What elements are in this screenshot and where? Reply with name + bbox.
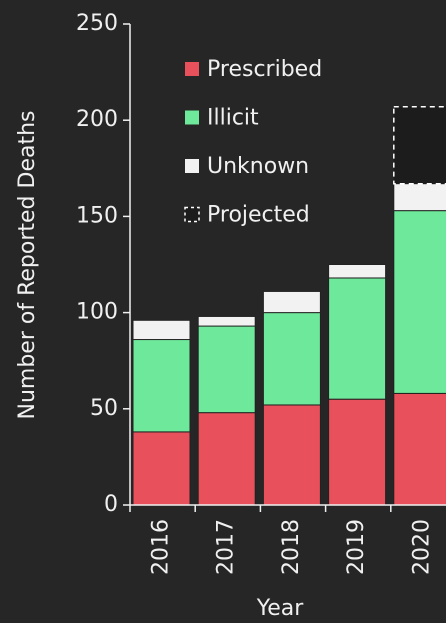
x-tick-label: 2019 [344,519,369,575]
y-tick-label: 100 [76,300,118,325]
legend-label: Prescribed [207,57,322,82]
bar-segment [132,431,191,506]
y-tick-label: 150 [76,203,118,228]
bar-segment [262,404,321,506]
y-tick-label: 200 [76,107,118,132]
bar-segment [393,210,446,394]
y-tick-label: 0 [104,492,118,517]
bar-segment [393,105,446,185]
legend-swatch [185,62,199,76]
bar-segment [262,290,321,314]
bar-segment [197,412,256,506]
bar-segment [132,319,191,341]
x-axis-label: Year [256,596,305,621]
legend-label: Projected [207,203,310,228]
x-tick-label: 2016 [149,519,174,575]
y-tick-label: 250 [76,11,118,36]
legend-swatch [185,110,199,125]
bar-segment [262,312,321,406]
x-tick-label: 2017 [214,519,239,575]
y-axis-label: Number of Reported Deaths [15,111,40,420]
legend-swatch [185,159,199,173]
legend-swatch [184,206,200,223]
legend-label: Illicit [207,106,259,131]
legend-label: Unknown [207,154,309,179]
bar-segment [328,277,387,400]
bar-segment [328,264,387,279]
bar-segment [393,392,446,506]
bar-segment [197,325,256,414]
bar-segment [132,339,191,433]
bar-segment [393,183,446,212]
x-tick-label: 2020 [409,519,434,575]
x-tick-label: 2018 [279,519,304,575]
bar-segment [197,315,256,327]
bar-segment [328,398,387,506]
y-tick-label: 50 [90,396,118,421]
